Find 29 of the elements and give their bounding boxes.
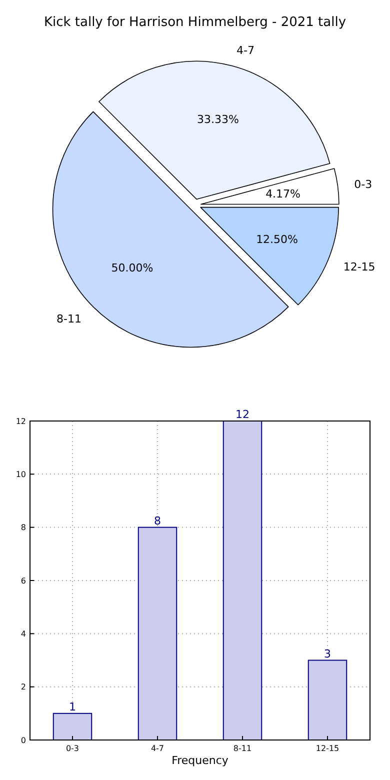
y-tick-label: 8 xyxy=(20,523,26,532)
bar xyxy=(222,420,262,740)
data-label: 12.50% xyxy=(256,232,298,246)
y-tick-label: 6 xyxy=(20,576,26,586)
data-label: 33.33% xyxy=(197,113,239,126)
slice-label: 8-11 xyxy=(56,312,82,326)
slice-label: 0-3 xyxy=(354,178,372,191)
bar xyxy=(138,526,178,740)
x-tick-label: 4-7 xyxy=(150,744,164,753)
x-tick-label: 0-3 xyxy=(66,744,80,753)
y-tick-label: 2 xyxy=(20,682,26,692)
data-label: 50.00% xyxy=(111,262,154,275)
y-tick-label: 0 xyxy=(20,736,26,745)
data-label: 1 xyxy=(69,700,76,714)
chart-title: Kick tally for Harrison Himmelberg - 2021 tally xyxy=(44,15,346,30)
bar xyxy=(52,712,92,740)
bar xyxy=(308,660,348,740)
y-tick-label: 12 xyxy=(16,416,26,426)
data-label: 3 xyxy=(324,647,331,660)
x-tick-label: 12-15 xyxy=(316,744,340,753)
x-axis-title: Frequency xyxy=(172,754,229,767)
y-tick-label: 4 xyxy=(20,629,26,638)
x-tick-label: 8-11 xyxy=(233,744,252,753)
slice-label: 4-7 xyxy=(236,44,255,57)
y-tick-label: 10 xyxy=(16,470,26,479)
data-label: 4.17% xyxy=(266,187,301,200)
data-label: 12 xyxy=(236,408,250,421)
slice-label: 12-15 xyxy=(343,260,376,274)
data-label: 8 xyxy=(154,514,161,528)
